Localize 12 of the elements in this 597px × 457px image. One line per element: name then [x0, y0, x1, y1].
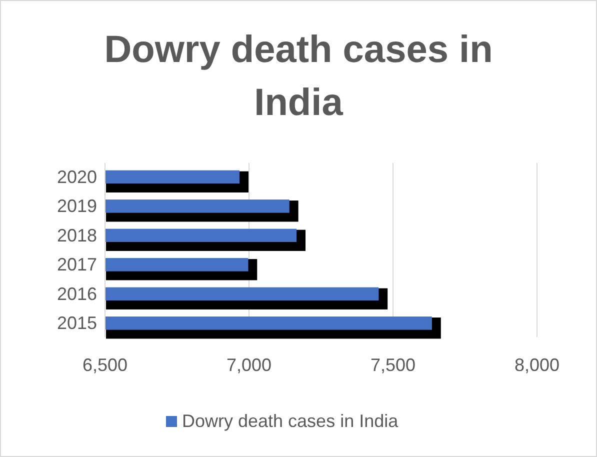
y-tick-label: 2016: [56, 284, 97, 304]
y-tick-label: 2020: [56, 166, 97, 187]
x-tick-label: 8,000: [514, 355, 560, 375]
legend-label: Dowry death cases in India: [182, 411, 400, 431]
chart-title: Dowry death cases in India: [104, 29, 493, 124]
x-tick-label: 7,500: [370, 355, 416, 375]
x-tick-label: 6,500: [82, 355, 128, 375]
y-tick-label: 2019: [56, 196, 97, 216]
y-tick-label: 2018: [56, 225, 97, 246]
x-tick-label: 7,000: [226, 355, 272, 375]
y-tick-label: 2017: [56, 254, 97, 275]
y-tick-label: 2015: [56, 313, 97, 334]
